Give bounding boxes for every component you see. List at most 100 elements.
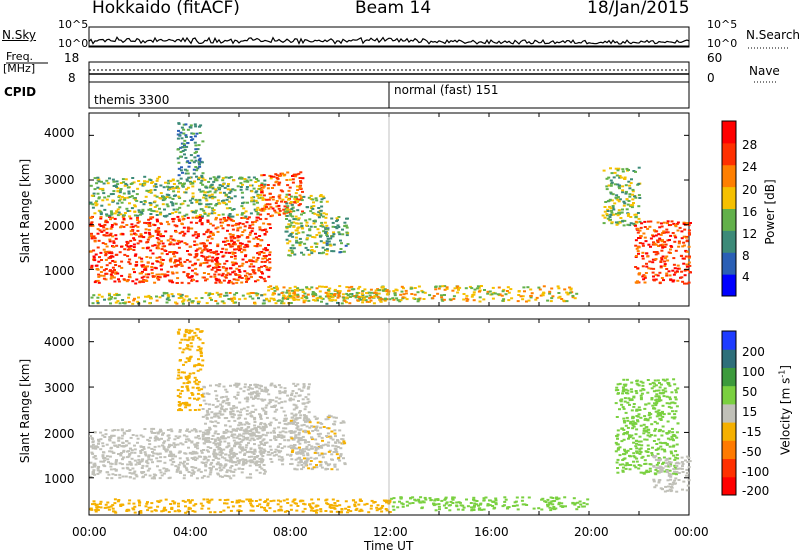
vel-cell-1-203: [207, 450, 210, 453]
power-cell-3-84: [288, 178, 292, 181]
power-cell-2-44: [183, 168, 187, 171]
vel-cell-1-490: [231, 410, 235, 413]
power-cell-1-414: [122, 181, 126, 184]
power-cell-6-106: [175, 302, 179, 305]
vel-cell-1-358: [278, 443, 282, 445]
power-cell-1-352: [164, 197, 167, 199]
power-cell-3-49: [286, 171, 290, 174]
power-cell-0-475: [136, 216, 139, 219]
power-cell-0-530: [218, 279, 221, 282]
vel-cell-3-109: [176, 389, 180, 392]
power-cell-6-9: [257, 297, 260, 300]
vel-cell-2-29: [295, 417, 299, 420]
vel-cell-5-135: [413, 498, 417, 501]
vel-cell-1-597: [202, 431, 205, 434]
vel-cell-0-27: [159, 471, 163, 474]
power-cell-1-367: [222, 183, 225, 186]
power-cell-6-232: [368, 297, 372, 300]
power-cell-1-51: [109, 210, 113, 213]
vel-cell-0-343: [260, 457, 264, 460]
power-cell-3-78: [287, 189, 291, 192]
power-cell-6-175: [147, 294, 151, 297]
power-cell-6-27: [115, 292, 119, 295]
vel-cell-0-418: [122, 431, 126, 434]
power-cell-1-290: [230, 208, 234, 211]
power-cell-5-20: [345, 226, 349, 229]
power-cell-6-131: [336, 296, 340, 299]
power-cell-7-117: [337, 294, 341, 297]
vel-cell-0-301: [242, 460, 246, 463]
vel-cell-1-155: [301, 398, 305, 401]
power-cell-1-121: [208, 186, 212, 189]
power-cell-1-300: [252, 200, 256, 203]
vel-cell-2-155: [306, 430, 310, 433]
power-cell-8-112: [629, 182, 633, 185]
power-cell-3-68: [262, 194, 266, 197]
vel-cell-0-619: [141, 464, 145, 467]
vel-cell-1-204: [257, 426, 261, 428]
vel-cell-4-208: [184, 505, 187, 508]
power-cell-1-204: [174, 194, 177, 197]
vel-cell-0-95: [160, 437, 163, 440]
power-cell-6-107: [365, 300, 369, 303]
power-cell-6-133: [96, 296, 100, 299]
vel-cell-4-51: [188, 501, 192, 504]
power-cell-0-125: [215, 261, 219, 264]
power-cell-9-115: [646, 255, 650, 258]
vel-cell-2-197: [316, 447, 320, 450]
power-cell-4-125: [311, 236, 315, 238]
vel-cell-0-587: [190, 472, 194, 475]
power-cell-1-349: [171, 204, 175, 207]
power-cell-7-192: [374, 289, 378, 292]
vel-cell-4-104: [146, 509, 150, 512]
power-cell-0-353: [140, 260, 144, 263]
power-cell-0-472: [155, 273, 159, 276]
power-cell-7-161: [320, 285, 324, 288]
power-cell-7-300: [363, 288, 367, 291]
power-cell-9-91: [683, 228, 687, 231]
vel-cell-5-141: [455, 505, 459, 508]
power-cell-1-449: [258, 187, 262, 190]
power-cell-0-207: [203, 246, 207, 249]
power-cell-3-62: [282, 208, 286, 211]
vel-cell-4-221: [89, 507, 93, 510]
power-cell-0-545: [131, 225, 135, 228]
vel-cell-0-316: [116, 429, 120, 432]
power-cell-1-134: [221, 213, 225, 216]
power-cell-7-20: [443, 285, 447, 288]
power-cell-1-236: [250, 196, 254, 199]
power-cell-1-392: [203, 191, 207, 194]
vel-cell-4-201: [347, 509, 350, 511]
power-cell-1-474: [163, 198, 167, 201]
power-cell-0-507: [147, 223, 151, 225]
power-cell-3-114: [278, 197, 282, 200]
power-cell-0-211: [193, 256, 197, 259]
vel-cell-4-33: [159, 499, 163, 502]
vel-cell-0-355: [263, 470, 267, 473]
vel-cell-0-448: [223, 457, 227, 460]
power-cell-5-21: [341, 228, 344, 231]
power-cell-8-61: [632, 202, 635, 204]
power-cell-0-829: [193, 272, 197, 275]
power-cell-0-217: [146, 238, 150, 241]
power-cell-1-247: [150, 209, 154, 212]
power-cell-1-227: [213, 178, 217, 181]
power-cell-0-508: [254, 236, 258, 239]
vel-cell-1-458: [264, 424, 268, 427]
vel-cell-0-259: [135, 434, 139, 437]
vel-cell-1-213: [264, 410, 268, 413]
power-cell-4-153: [323, 221, 327, 224]
power-cell-0-750: [229, 267, 233, 270]
vel-cell-1-561: [300, 389, 304, 392]
power-cell-9-164: [687, 281, 691, 284]
vel-cell-3-47: [188, 409, 192, 412]
power-cell-0-838: [204, 245, 208, 247]
vel-cell-6-2: [615, 461, 619, 464]
power-cell-7-17: [367, 291, 371, 294]
vel-cell-2-98: [315, 425, 319, 428]
power-cell-7-12: [523, 290, 526, 293]
power-cell-7-21: [443, 288, 447, 291]
power-cell-2-49: [192, 161, 196, 164]
power-cell-9-73: [652, 229, 656, 232]
vel-cell-5-108: [428, 497, 432, 500]
